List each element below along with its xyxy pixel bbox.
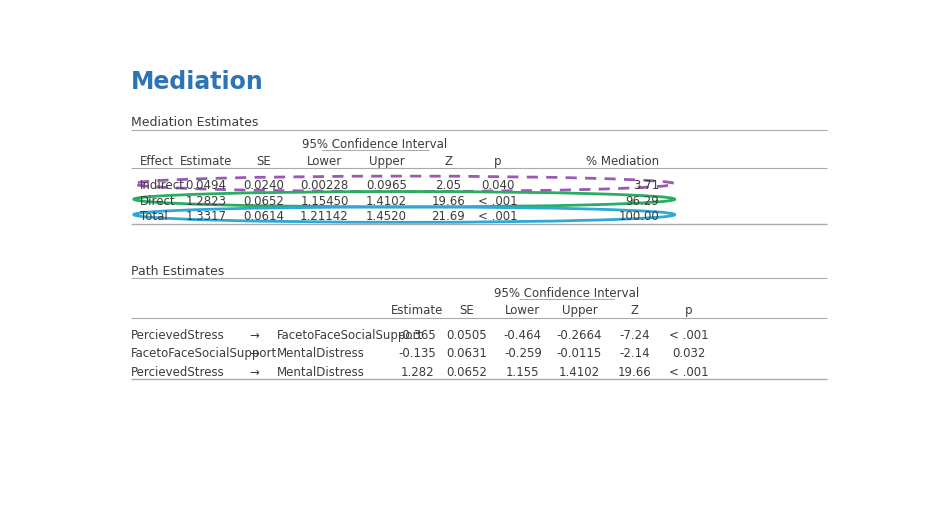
Text: -0.464: -0.464 [503, 328, 542, 341]
Text: 95% Confidence Interval: 95% Confidence Interval [494, 287, 639, 300]
Text: -7.24: -7.24 [619, 328, 650, 341]
Text: -0.365: -0.365 [399, 328, 436, 341]
Text: 0.032: 0.032 [672, 347, 705, 360]
Text: p: p [685, 304, 692, 317]
Text: PercievedStress: PercievedStress [131, 366, 224, 379]
Text: Z: Z [445, 154, 452, 167]
Text: →: → [249, 366, 260, 379]
Text: < .001: < .001 [478, 210, 517, 223]
Text: 1.282: 1.282 [401, 366, 434, 379]
Text: -2.14: -2.14 [619, 347, 650, 360]
Text: 0.0494: 0.0494 [185, 179, 226, 192]
Text: Path Estimates: Path Estimates [131, 265, 224, 278]
Text: 0.0240: 0.0240 [244, 179, 285, 192]
Text: 96.29: 96.29 [626, 195, 659, 208]
Text: Lower: Lower [307, 154, 342, 167]
Text: -0.135: -0.135 [399, 347, 436, 360]
Text: 0.0631: 0.0631 [446, 347, 488, 360]
Text: 19.66: 19.66 [432, 195, 465, 208]
Text: 1.3317: 1.3317 [185, 210, 226, 223]
Text: 1.4520: 1.4520 [366, 210, 407, 223]
Text: Upper: Upper [561, 304, 598, 317]
Text: 1.21142: 1.21142 [300, 210, 348, 223]
Text: -0.259: -0.259 [504, 347, 542, 360]
Text: 0.0965: 0.0965 [366, 179, 407, 192]
Text: Indirect: Indirect [140, 179, 185, 192]
Text: 1.4102: 1.4102 [366, 195, 407, 208]
Text: SE: SE [460, 304, 474, 317]
Text: 0.0652: 0.0652 [446, 366, 488, 379]
Text: FacetoFaceSocialSupport: FacetoFaceSocialSupport [131, 347, 277, 360]
Text: -0.0115: -0.0115 [557, 347, 602, 360]
Text: Total: Total [140, 210, 168, 223]
Text: Estimate: Estimate [179, 154, 232, 167]
Text: 2.05: 2.05 [435, 179, 461, 192]
Text: PercievedStress: PercievedStress [131, 328, 224, 341]
Text: 1.155: 1.155 [506, 366, 540, 379]
Text: 3.71: 3.71 [633, 179, 659, 192]
Text: Mediation: Mediation [131, 70, 263, 94]
Text: < .001: < .001 [669, 366, 709, 379]
Text: 0.00228: 0.00228 [301, 179, 348, 192]
Text: MentalDistress: MentalDistress [277, 366, 365, 379]
Text: 0.0614: 0.0614 [244, 210, 285, 223]
Text: Effect: Effect [140, 154, 174, 167]
Text: 1.4102: 1.4102 [559, 366, 600, 379]
Text: p: p [494, 154, 502, 167]
Text: 100.00: 100.00 [618, 210, 659, 223]
Text: 0.0505: 0.0505 [446, 328, 488, 341]
Text: Z: Z [630, 304, 639, 317]
Text: < .001: < .001 [669, 328, 709, 341]
Text: 19.66: 19.66 [617, 366, 651, 379]
Text: -0.2664: -0.2664 [557, 328, 602, 341]
Text: Direct: Direct [140, 195, 176, 208]
Text: % Mediation: % Mediation [587, 154, 659, 167]
Text: →: → [249, 328, 260, 341]
Text: SE: SE [257, 154, 272, 167]
Text: 1.2823: 1.2823 [185, 195, 226, 208]
Text: 1.15450: 1.15450 [300, 195, 348, 208]
Text: Upper: Upper [369, 154, 404, 167]
Text: →: → [249, 347, 260, 360]
Text: Mediation Estimates: Mediation Estimates [131, 116, 258, 129]
Text: 0.040: 0.040 [481, 179, 515, 192]
Text: MentalDistress: MentalDistress [277, 347, 365, 360]
Text: Estimate: Estimate [391, 304, 444, 317]
Text: Lower: Lower [505, 304, 541, 317]
Text: < .001: < .001 [478, 195, 517, 208]
Text: 95% Confidence Interval: 95% Confidence Interval [303, 138, 447, 151]
Text: FacetoFaceSocialSupport: FacetoFaceSocialSupport [277, 328, 423, 341]
Text: 0.0652: 0.0652 [244, 195, 285, 208]
Text: 21.69: 21.69 [432, 210, 465, 223]
